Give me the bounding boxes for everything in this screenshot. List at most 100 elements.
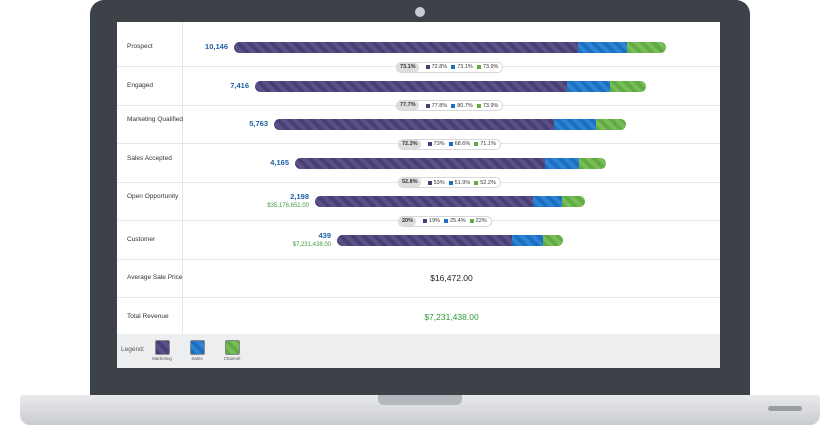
marketing-swatch xyxy=(427,180,432,185)
channel-segment xyxy=(562,196,585,207)
marketing-segment xyxy=(315,196,533,207)
stage-label: Open Opportunity xyxy=(127,193,179,200)
funnel-bar xyxy=(234,42,666,53)
overall-rate: 77.7% xyxy=(397,101,419,110)
channel-rate: 73.9% xyxy=(482,102,499,109)
overall-rate: 52.8% xyxy=(399,178,421,187)
marketing-rate: 53% xyxy=(433,179,445,186)
marketing-segment xyxy=(255,80,567,92)
row-divider xyxy=(117,259,720,298)
chart-icon xyxy=(591,198,599,204)
sales-rate: 25.4% xyxy=(450,218,466,224)
sales-segment xyxy=(545,157,579,169)
stage-count: 2,198 xyxy=(290,192,309,201)
funnel-bar xyxy=(315,196,585,207)
channel-swatch xyxy=(476,103,481,108)
stage-label: Customer xyxy=(127,235,156,243)
sales-segment xyxy=(567,80,610,92)
column-divider xyxy=(182,22,183,336)
legend-label: Channel xyxy=(223,356,241,361)
sales-swatch xyxy=(444,219,449,223)
base-slot xyxy=(768,406,802,411)
chart-icon xyxy=(672,44,680,50)
stage-count: 439 xyxy=(318,230,331,240)
stage-label: Sales Accepted xyxy=(127,154,172,162)
stage-amount: $7,231,438.00 xyxy=(292,241,331,248)
chart-icon xyxy=(569,237,577,243)
channel-rate: 52.2% xyxy=(480,179,496,186)
sales-rate: 68.6% xyxy=(454,141,471,147)
stage-label: Engaged xyxy=(127,81,154,89)
channel-rate: 22% xyxy=(475,218,487,224)
marketing-swatch xyxy=(425,103,430,108)
marketing-segment xyxy=(337,234,512,246)
marketing-segment xyxy=(274,119,554,130)
conversion-rates: 20% 19% 25.4% 22% xyxy=(398,215,492,227)
legend-swatch xyxy=(225,340,240,355)
sales-swatch xyxy=(448,180,453,185)
conversion-rates: 72.3% 73% 68.6% 71.1% xyxy=(398,138,501,150)
channel-swatch xyxy=(474,180,479,185)
sales-segment xyxy=(554,119,596,130)
channel-segment xyxy=(543,234,563,246)
summary-value: $16,472.00 xyxy=(430,273,473,283)
channel-swatch xyxy=(474,142,479,146)
marketing-rate: 73% xyxy=(433,141,445,147)
conversion-rates: 73.1% 72.8% 73.1% 73.9% xyxy=(396,61,504,73)
legend-swatch xyxy=(190,340,205,355)
sales-swatch xyxy=(451,103,456,108)
channel-segment xyxy=(610,80,646,92)
funnel-bar xyxy=(337,234,563,246)
overall-rate: 20% xyxy=(399,216,417,226)
marketing-swatch xyxy=(423,219,428,223)
stage-count: 5,763 xyxy=(249,119,268,128)
funnel-bar xyxy=(295,157,606,169)
sales-rate: 51.9% xyxy=(454,179,471,186)
channel-swatch xyxy=(476,65,481,69)
legend-label: Marketing xyxy=(152,356,172,361)
sales-segment xyxy=(533,196,562,207)
overall-rate: 72.3% xyxy=(399,139,421,149)
sales-rate: 73.1% xyxy=(457,64,473,70)
stage-amount: $35,176,651.00 xyxy=(267,203,309,209)
legend-title: Legend: xyxy=(121,346,145,353)
marketing-segment xyxy=(234,42,578,53)
channel-rate: 73.9% xyxy=(482,64,499,70)
channel-swatch xyxy=(469,219,474,223)
legend-swatch xyxy=(155,340,170,355)
marketing-rate: 72.8% xyxy=(431,64,448,70)
summary-label: Total Revenue xyxy=(127,312,169,320)
conversion-rates: 52.8% 53% 51.9% 52.2% xyxy=(398,177,501,188)
marketing-rate: 77.8% xyxy=(431,102,448,109)
marketing-rate: 19% xyxy=(429,218,441,224)
overall-rate: 73.1% xyxy=(397,62,419,72)
stage-count: 7,416 xyxy=(230,80,249,90)
stage-label: Marketing Qualified xyxy=(127,116,183,123)
summary-value: $7,231,438.00 xyxy=(424,311,479,322)
stage-label: Prospect xyxy=(127,43,153,50)
sales-segment xyxy=(512,234,543,246)
base-notch xyxy=(378,395,462,405)
stage-count: 10,146 xyxy=(205,42,228,51)
summary-label: Average Sale Price xyxy=(127,274,183,281)
stage-count: 4,165 xyxy=(270,157,289,167)
conversion-rates: 77.7% 77.8% 80.7% 73.9% xyxy=(396,100,504,111)
sales-rate: 80.7% xyxy=(457,102,473,109)
channel-segment xyxy=(627,42,666,53)
chart-icon xyxy=(652,83,660,89)
legend-label: Sales xyxy=(191,356,203,361)
sales-swatch xyxy=(451,65,456,69)
legend: Legend: Marketing Sales Channel xyxy=(117,334,720,368)
chart-icon xyxy=(612,160,620,166)
webcam xyxy=(415,7,425,17)
funnel-bar xyxy=(274,119,626,130)
channel-segment xyxy=(596,119,626,130)
marketing-swatch xyxy=(427,142,432,146)
channel-segment xyxy=(579,157,606,169)
chart-icon xyxy=(632,121,640,127)
funnel-bar xyxy=(255,80,646,92)
sales-segment xyxy=(578,42,627,53)
screen: Prospect 10,146 Engaged 7,416 Marketing Qual… xyxy=(117,22,720,368)
sales-swatch xyxy=(448,142,453,146)
